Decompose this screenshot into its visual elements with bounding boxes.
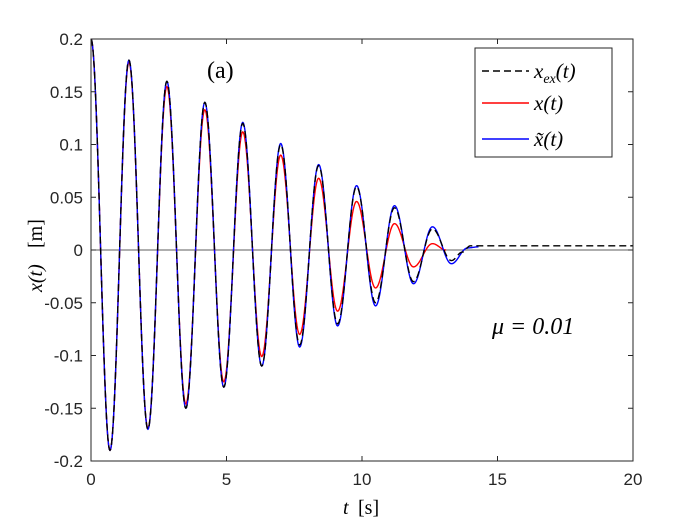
y-tick-label: -0.2 [54,452,83,471]
y-tick-label: 0 [74,241,83,260]
x-tick-label: 10 [353,470,372,489]
x-axis-label-unit: [s] [358,497,379,519]
x-axis-label-var: t [343,497,349,519]
y-tick-label: 0.2 [59,30,83,49]
y-tick-label: -0.1 [54,347,83,366]
y-tick-label: 0.05 [50,188,83,207]
legend-label-2: x̃(t) [533,127,563,151]
y-axis-label-unit: [m] [25,219,47,248]
y-axis-label-var: x(t) [25,264,47,293]
x-tick-label: 15 [488,470,507,489]
x-tick-label: 5 [222,470,231,489]
series-line-0 [90,38,634,452]
legend: xex(t) x(t) x̃(t) [474,47,613,158]
y-tick-label: -0.05 [44,294,83,313]
x-axis-label: t [s] [343,497,379,519]
x-tick-label: 20 [624,470,643,489]
series-line-2 [90,38,479,452]
legend-label-0: xex(t) [533,59,576,87]
y-ticks: -0.2 -0.15 -0.1 -0.05 0 0.05 0.1 0.15 0.2 [44,30,633,471]
x-tick-label: 0 [86,470,95,489]
legend-label-1: x(t) [533,91,563,115]
x-ticks: 0 5 10 15 20 [86,39,642,489]
lines [90,38,634,452]
y-tick-label: -0.15 [44,399,83,418]
y-tick-label: 0.1 [59,136,83,155]
panel-label: (a) [207,58,234,84]
mu-annotation: μ = 0.01 [491,314,574,340]
y-axis-label: x(t) [m] [25,219,47,293]
y-tick-label: 0.15 [50,83,83,102]
